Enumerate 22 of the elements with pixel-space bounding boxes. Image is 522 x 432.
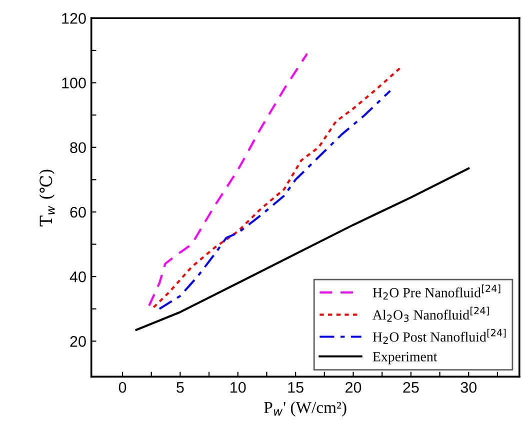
legend-label: H$_{2}$O Pre Nanofluid$^{[24]}$ [372, 284, 500, 300]
y-tick-label: 60 [70, 206, 86, 218]
y-axis-title: T$_{w}$ (℃) [39, 170, 55, 226]
x-tick-label: 20 [346, 382, 362, 393]
x-axis-title: P$_{w}$' (W/cm²) [264, 401, 346, 416]
legend-label: H$_{2}$O Post Nanofluid$^{[24]}$ [372, 328, 506, 344]
y-tick-label: 80 [70, 142, 86, 154]
line-series [152, 66, 403, 308]
y-tick-label: 120 [62, 13, 86, 24]
line-series [158, 90, 392, 310]
x-tick-label: 30 [460, 382, 477, 393]
legend-label: Experiment [372, 352, 438, 364]
x-tick-label: 15 [288, 382, 304, 393]
x-tick-label: 0 [118, 382, 126, 393]
y-tick-label: 100 [62, 78, 86, 88]
y-tick-label: 40 [70, 271, 86, 282]
x-tick-label: 5 [176, 382, 184, 393]
x-tick-label: 25 [403, 382, 419, 393]
legend-label: Al$_{2}$O$_{3}$ Nanofluid$^{[24]}$ [372, 306, 489, 322]
x-tick-label: 10 [230, 382, 246, 393]
line-series [148, 52, 308, 307]
y-tick-label: 20 [70, 336, 86, 347]
